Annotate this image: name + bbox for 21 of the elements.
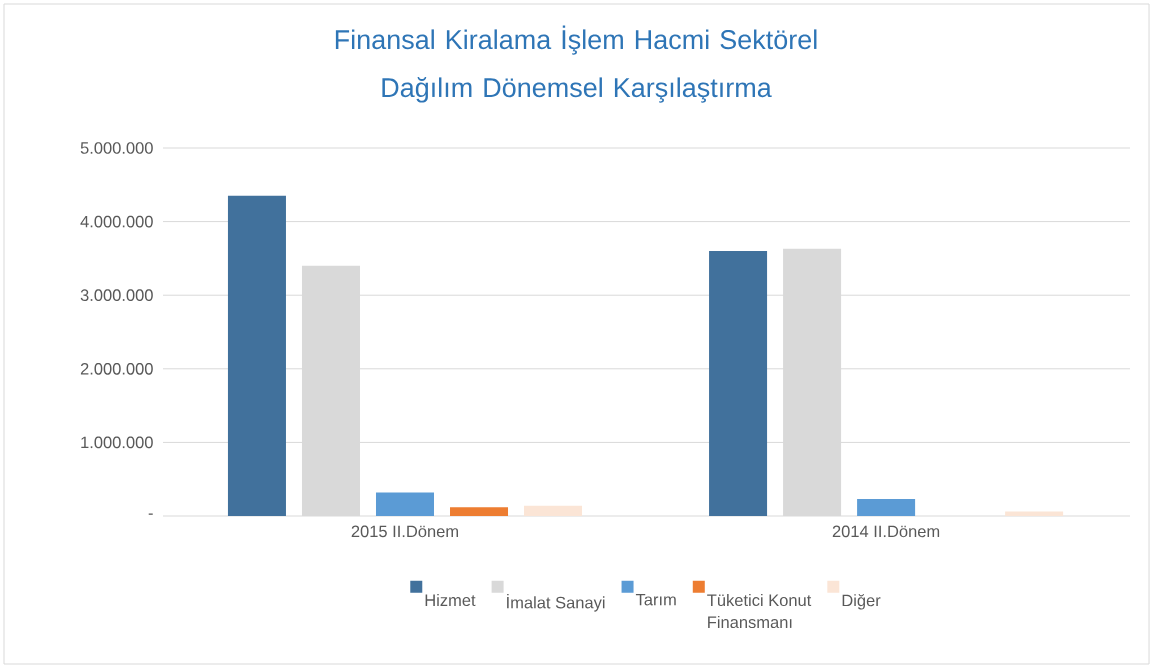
y-tick-label: - [148,513,153,515]
bar [1005,511,1064,517]
y-tick-label: 2.000.000 [80,362,153,375]
legend-label: Hizmet [425,593,476,607]
bar [709,251,768,517]
legend-label: Diğer [842,593,881,610]
y-tick-label: 1.000.000 [81,436,153,449]
x-tick-label: 2015 II.Dönem [351,525,458,538]
legend-label: Tarım [635,593,676,606]
y-tick-label: 4.000.000 [80,215,153,228]
bar [857,499,916,517]
bar [227,195,286,517]
legend-label: Tüketici Konut Finansmanı [707,593,812,629]
y-tick-label: 3.000.000 [80,289,153,302]
bar [375,492,434,517]
chart-title: Finansal Kiralama İşlem Hacmi Sektörel Dağılım Dönemsel Karşılaştırma [335,25,817,103]
x-tick-label: 2014 II.Dönem [832,525,940,538]
bar [450,507,509,517]
legend-label: İmalat Sanayi [507,593,605,612]
y-tick-label: 5.000.000 [80,142,153,154]
bar [524,505,583,517]
